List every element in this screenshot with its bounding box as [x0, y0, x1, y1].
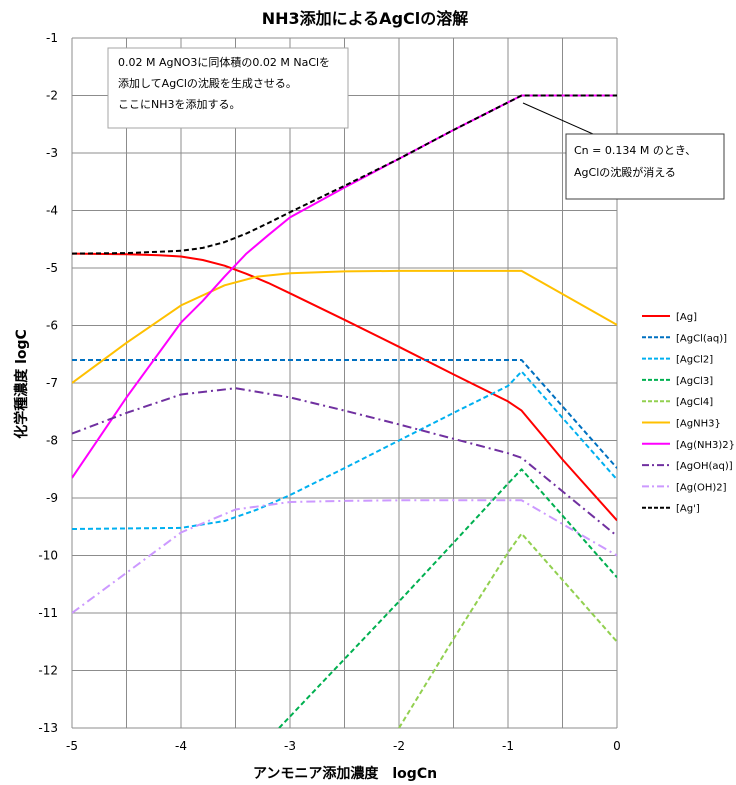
- x-tick-label: -4: [175, 739, 187, 753]
- y-tick-label: -12: [38, 664, 58, 678]
- annotation-2-leader-line: [522, 102, 594, 135]
- legend-label-6: [Ag(NH3)2}: [676, 440, 735, 451]
- annotation-box-1: 0.02 M AgNO3に同体積の0.02 M NaClを 添加してAgClの沈…: [107, 47, 349, 129]
- y-tick-label: -13: [38, 721, 58, 735]
- x-tick-label: -1: [502, 739, 514, 753]
- legend-label-3: [AgCl3]: [676, 376, 713, 387]
- legend-label-0: [Ag]: [676, 312, 697, 323]
- x-tick-label: 0: [613, 739, 621, 753]
- tick-labels: -1-2-3-4-5-6-7-8-9-10-11-12-13-5 -4 -3 -2 -1…: [38, 31, 620, 753]
- series-line-8: [72, 499, 617, 614]
- series-line-2: [72, 370, 617, 530]
- y-tick-label: -5: [46, 261, 58, 275]
- series-line-1: [72, 359, 617, 469]
- y-tick-label: -9: [46, 491, 58, 505]
- y-tick-label: -8: [46, 434, 58, 448]
- legend-label-4: [AgCl4]: [676, 397, 713, 408]
- x-axis-title: アンモニア添加濃度 logCn: [253, 765, 437, 782]
- annotation-box-2: Cn = 0.134 M のとき、 AgClの沈殿が消える: [565, 133, 725, 200]
- series-line-3: [278, 468, 617, 728]
- legend-label-2: [AgCl2]: [676, 355, 713, 366]
- y-tick-label: -2: [46, 89, 58, 103]
- legend-label-7: [AgOH(aq)]: [676, 461, 733, 472]
- annotation-2-line-1: Cn = 0.134 M のとき、: [574, 144, 696, 157]
- legend-label-8: [Ag(OH)2]: [676, 482, 727, 493]
- y-tick-label: -1: [46, 31, 58, 45]
- x-tick-label: -5: [66, 739, 78, 753]
- series-lines: [72, 94, 617, 728]
- annotation-1-line-1: 0.02 M AgNO3に同体積の0.02 M NaClを: [118, 55, 330, 69]
- y-tick-label: -10: [38, 549, 58, 563]
- y-axis-title: 化学種濃度 logC: [13, 329, 30, 439]
- legend-label-9: [Ag']: [676, 504, 700, 515]
- chart-title: NH3添加によるAgClの溶解: [262, 9, 469, 28]
- legend: [Ag] [AgCl(aq)] [AgCl2] [AgCl3] [AgCl4] [AgNH…: [642, 312, 735, 515]
- y-tick-label: -7: [46, 376, 58, 390]
- series-line-9: [72, 94, 617, 255]
- series-line-0: [72, 252, 617, 522]
- x-tick-label: -3: [284, 739, 296, 753]
- y-tick-label: -4: [46, 204, 58, 218]
- annotation-2-line-2: AgClの沈殿が消える: [574, 165, 676, 179]
- y-tick-label: -6: [46, 319, 58, 333]
- y-tick-label: -3: [46, 146, 58, 160]
- grid: [71, 37, 618, 729]
- legend-label-1: [AgCl(aq)]: [676, 333, 727, 344]
- y-tick-label: -11: [38, 606, 58, 620]
- x-tick-label: -2: [393, 739, 405, 753]
- series-line-5: [72, 269, 617, 384]
- legend-label-5: [AgNH3}: [676, 419, 721, 430]
- annotation-1-line-3: ここにNH3を添加する。: [118, 97, 241, 111]
- series-line-7: [72, 387, 617, 537]
- annotation-1-line-2: 添加してAgClの沈殿を生成させる。: [118, 76, 297, 90]
